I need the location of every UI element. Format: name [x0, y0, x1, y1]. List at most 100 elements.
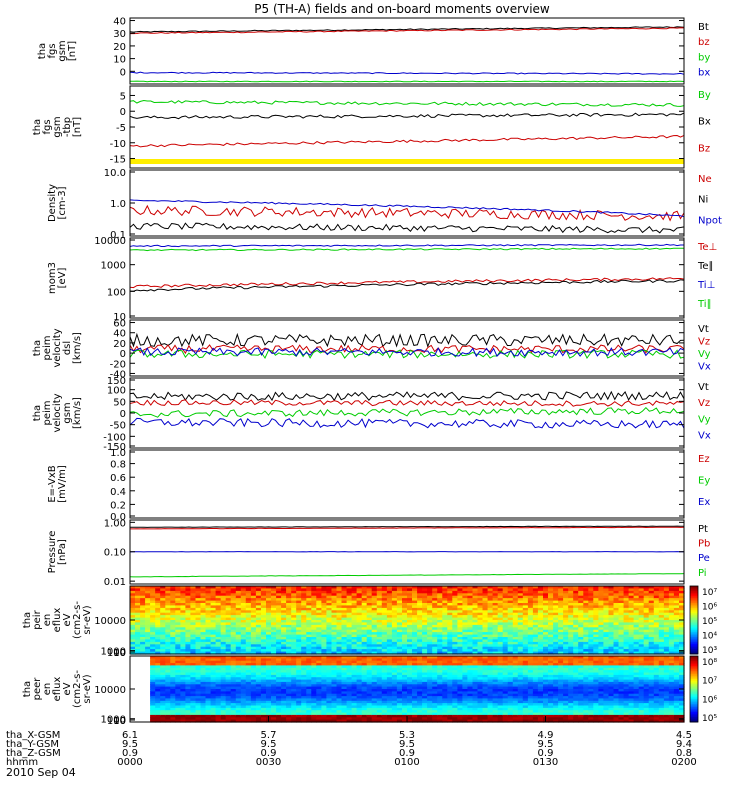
heatmap-cell [623, 605, 630, 609]
heatmap-cell [432, 649, 438, 653]
heatmap-cell [628, 629, 635, 633]
heatmap-cell [250, 651, 257, 655]
heatmap-cell [311, 586, 317, 589]
heatmap-cell [447, 624, 453, 628]
heatmap-cell [472, 593, 479, 597]
heatmap-cell [150, 703, 156, 707]
heatmap-cell [286, 686, 292, 690]
heatmap-cell [638, 595, 645, 599]
heatmap-cell [548, 620, 554, 623]
heatmap-cell [643, 586, 650, 589]
heatmap-cell [507, 646, 514, 650]
heatmap-cell [190, 679, 196, 683]
heatmap-cell [376, 717, 383, 721]
heatmap-cell [140, 595, 146, 599]
heatmap-cell [427, 620, 433, 623]
heatmap-cell [240, 607, 247, 611]
heatmap-cell [679, 651, 685, 655]
heatmap-cell [260, 693, 267, 697]
heatmap-cell [165, 674, 171, 678]
heatmap-cell [286, 667, 292, 671]
heatmap-cell [412, 686, 418, 690]
heatmap-cell [638, 632, 645, 636]
heatmap-cell [205, 714, 212, 718]
heatmap-cell [543, 586, 549, 589]
heatmap-cell [180, 637, 186, 640]
heatmap-cell [462, 593, 468, 597]
heatmap-cell [442, 667, 448, 671]
heatmap-cell [396, 686, 403, 690]
heatmap-cell [225, 674, 232, 678]
heatmap-cell [412, 658, 418, 662]
heatmap-cell [271, 624, 277, 628]
heatmap-cell [210, 691, 217, 695]
heatmap-cell [603, 641, 609, 645]
heatmap-cell [306, 674, 312, 678]
heatmap-cell [185, 605, 191, 609]
heatmap-cell [195, 600, 202, 604]
heatmap-cell [316, 719, 322, 723]
heatmap-cell [150, 649, 156, 653]
heatmap-cell [442, 644, 448, 648]
heatmap-cell [548, 593, 554, 597]
heatmap-cell [240, 622, 247, 626]
heatmap-cell [331, 679, 338, 683]
heatmap-cell [618, 593, 625, 597]
heatmap-cell [351, 649, 358, 653]
heatmap-cell [135, 598, 141, 602]
heatmap-cell [276, 600, 282, 604]
heatmap-cell [160, 679, 166, 683]
heatmap-cell [593, 598, 599, 602]
heatmap-cell [276, 658, 282, 662]
heatmap-cell [356, 627, 363, 631]
heatmap-cell [165, 693, 171, 697]
heatmap-cell [467, 637, 473, 640]
heatmap-cell [563, 624, 569, 628]
heatmap-cell [255, 672, 262, 676]
heatmap-cell [432, 620, 438, 623]
heatmap-cell [593, 632, 599, 636]
heatmap-cell [301, 644, 307, 648]
heatmap-cell [266, 622, 272, 626]
heatmap-cell [195, 605, 202, 609]
heatmap-cell [276, 672, 282, 676]
heatmap-cell [432, 603, 438, 606]
heatmap-cell [442, 639, 448, 643]
heatmap-cell [653, 593, 660, 597]
heatmap-cell [160, 674, 166, 678]
heatmap-cell [376, 620, 383, 623]
heatmap-cell [598, 651, 604, 655]
heatmap-cell [215, 615, 222, 619]
heatmap-cell [331, 641, 338, 645]
heatmap-cell [140, 632, 146, 636]
heatmap-cell [301, 710, 307, 714]
heatmap-cell [422, 700, 428, 704]
heatmap-cell [286, 693, 292, 697]
heatmap-cell [432, 610, 438, 614]
heatmap-cell [311, 679, 317, 683]
heatmap-cell [175, 634, 181, 638]
heatmap-cell [366, 639, 373, 643]
heatmap-cell [200, 712, 207, 716]
heatmap-cell [658, 651, 665, 655]
heatmap-cell [326, 712, 332, 716]
heatmap-cell [422, 595, 428, 599]
heatmap-cell [185, 627, 191, 631]
heatmap-cell [467, 641, 473, 645]
heatmap-cell [225, 672, 232, 676]
heatmap-cell [336, 660, 343, 664]
heatmap-cell [311, 637, 317, 640]
heatmap-cell [417, 622, 423, 626]
heatmap-cell [351, 622, 358, 626]
heatmap-cell [276, 646, 282, 650]
heatmap-cell [250, 639, 257, 643]
heatmap-cell [376, 586, 383, 589]
heatmap-cell [432, 681, 438, 685]
heatmap-cell [281, 674, 287, 678]
heatmap-cell [532, 624, 539, 628]
heatmap-cell [427, 660, 433, 664]
heatmap-cell [240, 586, 247, 589]
heatmap-cell [145, 607, 151, 611]
heatmap-cell [668, 634, 675, 638]
heatmap-cell [240, 649, 247, 653]
